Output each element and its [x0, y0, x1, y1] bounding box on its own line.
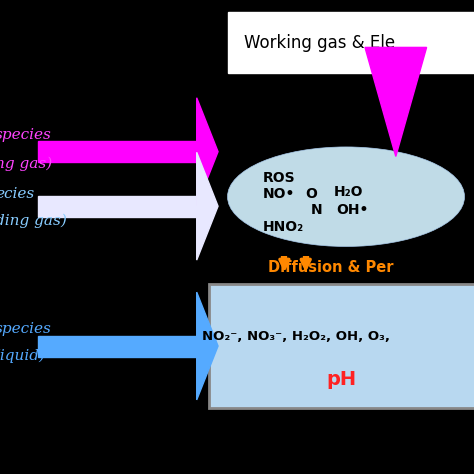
- Text: Working gas & Ele: Working gas & Ele: [244, 34, 395, 52]
- Polygon shape: [197, 292, 218, 400]
- Text: N: N: [310, 202, 322, 217]
- Polygon shape: [197, 98, 218, 206]
- Text: liquid): liquid): [0, 348, 45, 363]
- FancyBboxPatch shape: [38, 196, 197, 217]
- Polygon shape: [197, 152, 218, 260]
- Text: NO•: NO•: [263, 187, 295, 201]
- Polygon shape: [365, 47, 427, 156]
- Text: O: O: [306, 187, 318, 201]
- Ellipse shape: [228, 147, 465, 246]
- FancyBboxPatch shape: [228, 12, 474, 73]
- Text: NO₂⁻, NO₃⁻, H₂O₂, OH, O₃,: NO₂⁻, NO₃⁻, H₂O₂, OH, O₃,: [202, 330, 390, 343]
- Text: species: species: [0, 128, 52, 142]
- Text: HNO₂: HNO₂: [263, 219, 304, 234]
- Text: species: species: [0, 322, 52, 337]
- Text: ding gas): ding gas): [0, 213, 67, 228]
- FancyBboxPatch shape: [38, 141, 197, 162]
- FancyBboxPatch shape: [38, 336, 197, 356]
- Text: H₂O: H₂O: [334, 185, 364, 199]
- Text: ecies: ecies: [0, 187, 35, 201]
- Text: ROS: ROS: [263, 171, 296, 185]
- Text: ng gas): ng gas): [0, 156, 53, 171]
- Text: pH: pH: [326, 370, 356, 389]
- Text: OH•: OH•: [337, 202, 369, 217]
- Text: Diffusion & Per: Diffusion & Per: [268, 260, 393, 275]
- FancyBboxPatch shape: [209, 284, 474, 408]
